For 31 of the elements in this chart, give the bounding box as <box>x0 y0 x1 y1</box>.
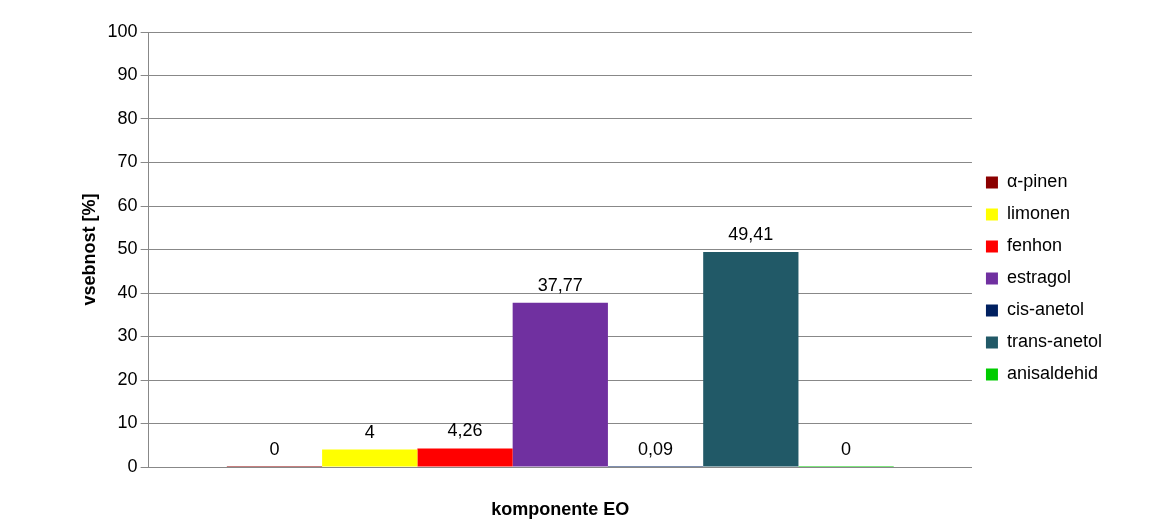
y-tick-label: 80 <box>117 107 138 128</box>
bar <box>322 449 418 467</box>
y-axis-title: vsebnost [%] <box>78 193 99 306</box>
y-tick-label: 100 <box>107 20 138 41</box>
y-tick-label: 20 <box>117 368 138 389</box>
data-label: 0,09 <box>638 438 674 459</box>
legend-label: limonen <box>1006 203 1070 224</box>
y-tick-label: 10 <box>117 412 138 433</box>
y-tick-label: 70 <box>117 151 138 172</box>
data-label: 37,77 <box>537 274 583 295</box>
bar <box>512 302 608 467</box>
y-tick-label: 90 <box>117 64 138 85</box>
y-tick-label: 60 <box>117 194 138 215</box>
legend-label: cis-anetol <box>1006 299 1084 320</box>
y-tick-label: 30 <box>117 325 138 346</box>
bar <box>703 252 799 467</box>
data-label: 0 <box>269 438 280 459</box>
legend-label: trans-anetol <box>1006 331 1103 352</box>
legend-label: fenhon <box>1006 235 1063 256</box>
y-tick-label: 50 <box>117 238 138 259</box>
legend-label: anisaldehid <box>1006 363 1099 384</box>
y-tick-label: 40 <box>117 281 138 302</box>
x-axis-title: komponente EO <box>491 499 630 520</box>
y-tick-label: 0 <box>127 455 138 476</box>
data-label: 4,26 <box>447 420 483 441</box>
legend-label: α-pinen <box>1006 171 1068 192</box>
bar <box>417 448 513 467</box>
data-label: 4 <box>364 421 375 442</box>
legend-label: estragol <box>1006 267 1071 288</box>
data-label: 49,41 <box>728 224 774 245</box>
data-label: 0 <box>841 438 852 459</box>
